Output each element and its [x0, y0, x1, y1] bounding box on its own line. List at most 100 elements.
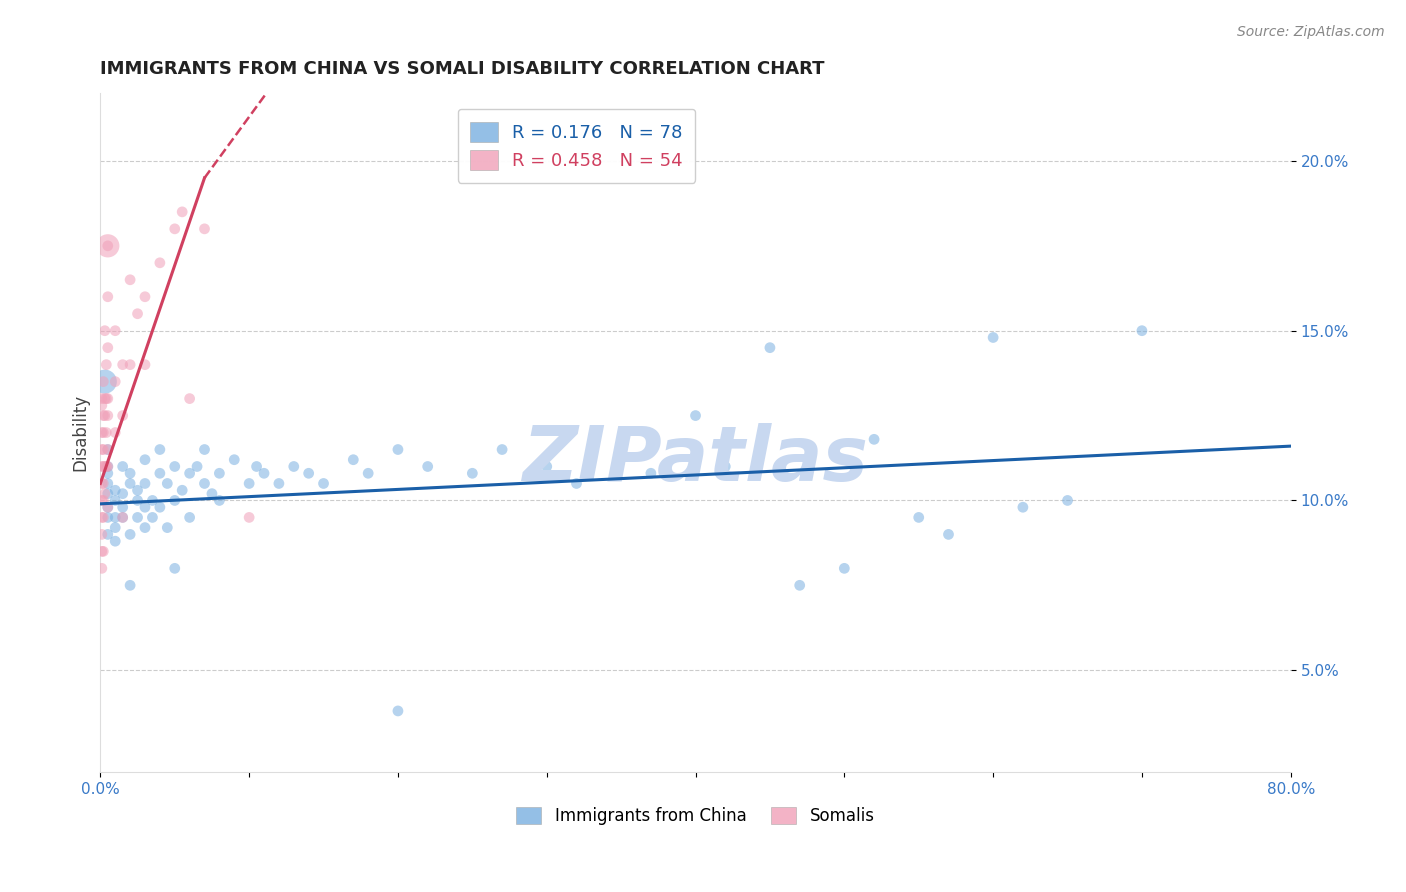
Point [536, 459, 558, 474]
Point [96, 392, 118, 406]
Point [94, 486, 117, 500]
Point [224, 452, 246, 467]
Point [163, 459, 186, 474]
Y-axis label: Disability: Disability [72, 394, 89, 471]
Point [938, 527, 960, 541]
Point [94, 409, 117, 423]
Point [357, 467, 380, 481]
Point [90, 476, 112, 491]
Point [565, 476, 588, 491]
Text: ZIPatlas: ZIPatlas [523, 423, 869, 497]
Point [91, 409, 114, 423]
Point [208, 467, 231, 481]
Point [238, 476, 260, 491]
Point [90, 398, 112, 412]
Point [127, 510, 149, 524]
Point [111, 486, 134, 500]
Point [127, 307, 149, 321]
Point [253, 467, 276, 481]
Point [94, 459, 117, 474]
Point [141, 493, 163, 508]
Point [90, 510, 112, 524]
Point [134, 476, 156, 491]
Point [104, 510, 127, 524]
Point [97, 459, 120, 474]
Point [91, 510, 114, 524]
Point [90, 527, 112, 541]
Point [759, 341, 782, 355]
Point [120, 467, 142, 481]
Point [104, 375, 127, 389]
Point [97, 409, 120, 423]
Point [186, 459, 208, 474]
Point [789, 578, 811, 592]
Point [193, 442, 215, 457]
Point [90, 442, 112, 457]
Point [267, 476, 290, 491]
Text: IMMIGRANTS FROM CHINA VS SOMALI DISABILITY CORRELATION CHART: IMMIGRANTS FROM CHINA VS SOMALI DISABILI… [100, 60, 825, 78]
Point [90, 544, 112, 558]
Point [120, 273, 142, 287]
Point [387, 442, 409, 457]
Point [97, 290, 120, 304]
Point [127, 483, 149, 498]
Point [104, 534, 127, 549]
Point [172, 205, 194, 219]
Point [104, 493, 127, 508]
Point [134, 358, 156, 372]
Point [1012, 500, 1035, 515]
Point [97, 476, 120, 491]
Point [163, 561, 186, 575]
Point [91, 459, 114, 474]
Point [97, 392, 120, 406]
Point [97, 510, 120, 524]
Point [238, 510, 260, 524]
Point [94, 324, 117, 338]
Point [163, 222, 186, 236]
Point [97, 239, 120, 253]
Point [104, 483, 127, 498]
Point [111, 510, 134, 524]
Point [91, 425, 114, 440]
Point [179, 467, 201, 481]
Point [91, 375, 114, 389]
Point [834, 561, 856, 575]
Point [134, 290, 156, 304]
Point [97, 341, 120, 355]
Point [111, 500, 134, 515]
Point [97, 500, 120, 515]
Point [461, 467, 484, 481]
Point [97, 500, 120, 515]
Point [179, 392, 201, 406]
Point [91, 476, 114, 491]
Point [685, 409, 707, 423]
Point [149, 500, 172, 515]
Point [141, 510, 163, 524]
Point [981, 330, 1004, 344]
Point [1130, 324, 1153, 338]
Point [193, 222, 215, 236]
Point [163, 493, 186, 508]
Point [172, 483, 194, 498]
Point [91, 442, 114, 457]
Point [416, 459, 439, 474]
Point [104, 520, 127, 534]
Point [97, 442, 120, 457]
Point [245, 459, 267, 474]
Point [97, 239, 120, 253]
Point [120, 527, 142, 541]
Point [91, 493, 114, 508]
Point [1056, 493, 1078, 508]
Point [90, 459, 112, 474]
Point [111, 510, 134, 524]
Point [111, 409, 134, 423]
Point [104, 425, 127, 440]
Point [179, 510, 201, 524]
Point [134, 500, 156, 515]
Point [714, 459, 737, 474]
Point [907, 510, 929, 524]
Point [127, 493, 149, 508]
Point [134, 452, 156, 467]
Point [111, 459, 134, 474]
Point [94, 375, 117, 389]
